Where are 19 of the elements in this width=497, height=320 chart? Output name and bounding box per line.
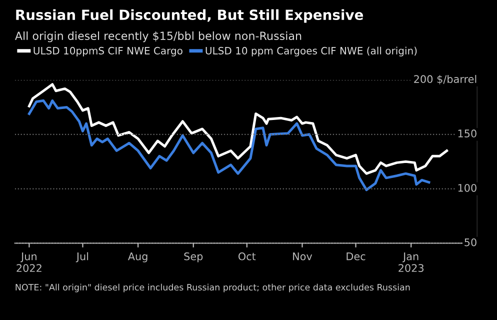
x-tick-label: Nov xyxy=(293,252,312,260)
text: NOTE: "All origin" diesel price includes Russian product; other price data excludes Russian xyxy=(16,284,410,292)
legend-label: ULSD 10 ppm Cargoes CIF NWE (all origin) xyxy=(206,46,417,56)
chart-subtitle: All origin diesel recently $15/bbl below non-Russian xyxy=(14,31,302,42)
y-tick-label: 150 xyxy=(458,130,476,138)
x-tick-label: Jul xyxy=(76,252,88,262)
x-tick-label: Sep xyxy=(184,252,203,262)
y-tick-label: 50 xyxy=(464,238,476,246)
y-tick-label: 200 $/barrel xyxy=(414,74,476,84)
x-tick-label: Jun 2022 xyxy=(16,252,42,272)
line-series xyxy=(28,99,430,192)
x-tick-label: Oct xyxy=(238,252,256,260)
legend-label: ULSD 10ppmS CIF NWE Cargo xyxy=(34,46,182,56)
y-tick-label: 100 xyxy=(458,184,476,192)
x-tick-label: Jan 2023 xyxy=(398,252,424,272)
line-series xyxy=(28,83,448,175)
x-tick-label: Dec xyxy=(346,252,366,260)
x-tick-label: Aug xyxy=(128,252,148,262)
chart-title: Russian Fuel Discounted, But Still Expensive xyxy=(16,9,364,23)
